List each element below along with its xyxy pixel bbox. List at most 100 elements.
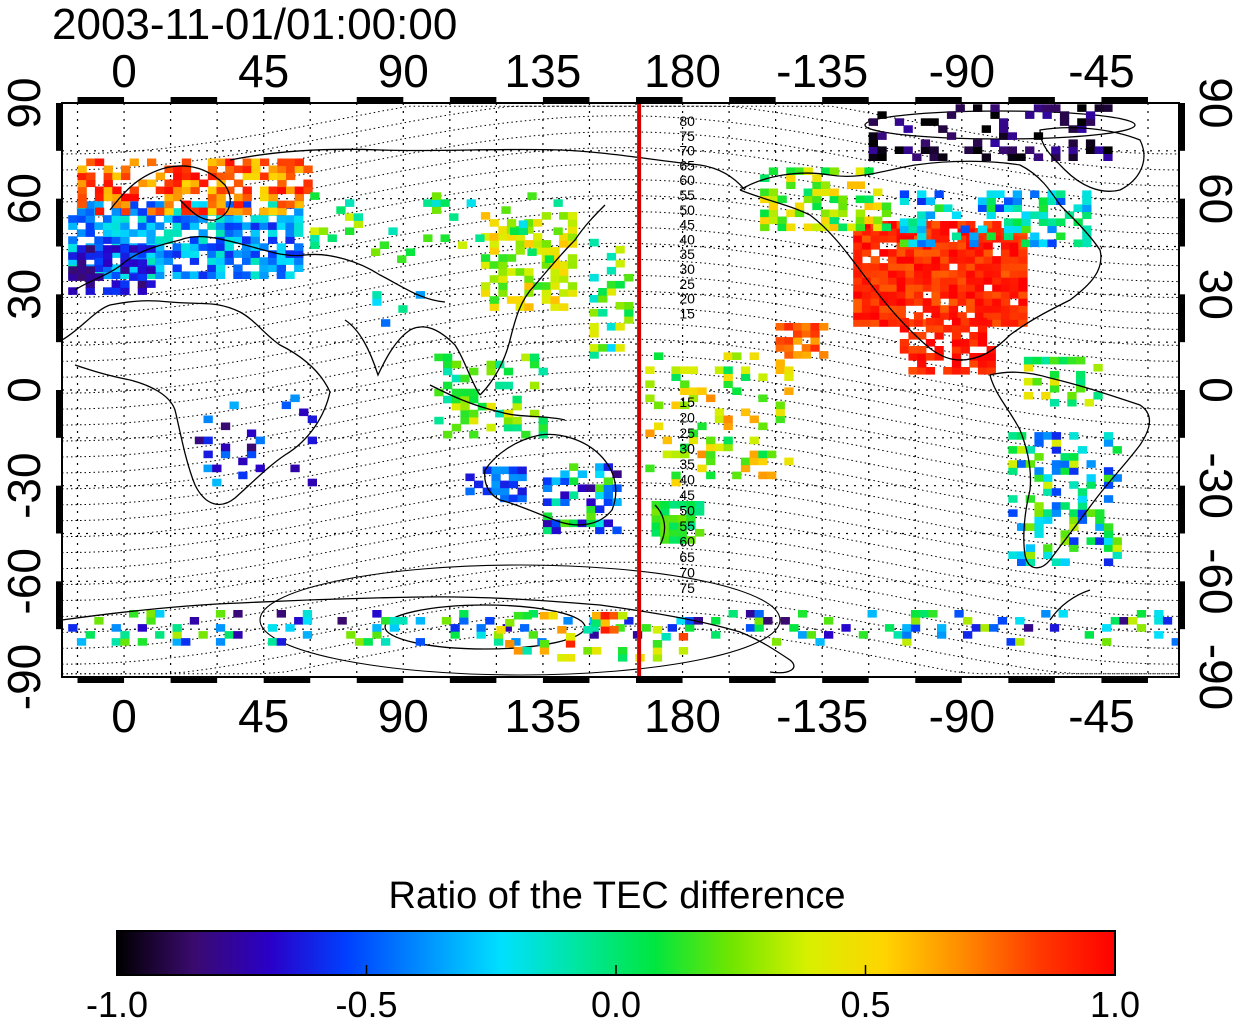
tec-cell: [268, 229, 278, 237]
tec-cell: [498, 226, 508, 234]
tec-cell: [934, 317, 944, 326]
tec-cell: [922, 277, 932, 285]
tec-cell: [307, 478, 317, 487]
tec-cell: [567, 254, 578, 262]
tec-cell: [677, 501, 687, 509]
tec-cell: [861, 249, 872, 257]
tec-cell: [934, 190, 944, 198]
tec-cell: [1021, 225, 1031, 234]
tec-cell: [474, 480, 484, 489]
tec-cell: [521, 430, 531, 439]
tec-cell: [94, 250, 104, 258]
tec-cell: [1068, 153, 1078, 161]
north-contour-label: 30: [679, 261, 695, 277]
tec-cell: [489, 303, 499, 311]
tec-cell: [251, 172, 261, 181]
tec-cell: [879, 277, 889, 285]
tec-cell: [917, 190, 927, 198]
tec-cell: [294, 264, 304, 272]
tec-cell: [899, 317, 910, 326]
coast-east-asia: [479, 204, 606, 396]
tec-cell: [1051, 558, 1062, 566]
tec-cell: [758, 457, 768, 466]
tec-cell: [1103, 495, 1114, 503]
tec-cell: [512, 416, 522, 425]
tec-cell: [198, 271, 208, 279]
tec-cell: [706, 471, 716, 480]
tec-cell: [496, 626, 506, 634]
tec-cell: [651, 515, 661, 523]
tec-cell: [1082, 211, 1092, 219]
tec-cell: [111, 287, 121, 295]
bottom-lon-tick-label: -135: [776, 690, 868, 742]
tec-cell: [522, 647, 532, 655]
tec-cell: [515, 268, 525, 276]
tec-cell: [855, 209, 865, 218]
tec-cell: [137, 208, 147, 216]
tec-cell: [501, 206, 511, 214]
tec-cell: [879, 228, 889, 236]
tec-cell: [888, 305, 898, 313]
tec-cell: [1018, 270, 1028, 278]
tec-cell: [511, 638, 521, 646]
tec-cell: [917, 218, 927, 226]
tec-cell: [1034, 453, 1044, 461]
tec-cell: [146, 271, 156, 279]
tec-cell: [567, 240, 578, 248]
tec-cell: [686, 501, 696, 509]
tec-cell: [544, 255, 555, 263]
tec-cell: [870, 277, 880, 285]
tec-cell: [893, 631, 903, 639]
tec-cell: [920, 146, 931, 154]
tec-cell: [1077, 118, 1087, 126]
tec-cell: [522, 611, 532, 620]
bottom-frame-segment: [822, 677, 869, 683]
tec-cell: [888, 270, 898, 278]
tec-cell: [603, 498, 613, 506]
tec-cell: [198, 201, 208, 209]
top-lon-tick-label: 180: [644, 45, 721, 97]
tec-cell: [539, 611, 550, 620]
tec-cell: [612, 526, 622, 535]
tec-cell: [966, 291, 976, 299]
tec-cell: [299, 408, 309, 417]
tec-cell: [1060, 460, 1070, 468]
tec-cell: [302, 631, 313, 639]
tec-cell: [983, 277, 993, 285]
tec-cell: [181, 250, 191, 258]
tec-cell: [603, 477, 613, 485]
tec-cell: [1038, 239, 1049, 248]
tec-cell: [784, 344, 794, 352]
tec-cell: [768, 216, 779, 225]
tec-cell: [1042, 104, 1052, 112]
tec-cell: [977, 197, 988, 205]
tec-cell: [1015, 617, 1025, 625]
tec-cell: [870, 298, 880, 306]
south-contour-label: 35: [679, 456, 695, 472]
tec-cell: [943, 367, 953, 375]
tec-cell: [589, 273, 599, 282]
tec-cell: [786, 167, 796, 175]
tec-cell: [695, 501, 705, 509]
north-contour-label: 50: [679, 202, 695, 218]
coast-greenland: [1039, 127, 1145, 192]
tec-cell: [405, 248, 416, 256]
coast-new-zealand: [654, 504, 666, 546]
tec-cell: [172, 222, 182, 230]
tec-cell: [1018, 298, 1028, 306]
tec-cell: [598, 309, 608, 317]
tec-cell: [515, 240, 525, 248]
tec-cell: [1077, 125, 1087, 133]
tec-cell: [482, 466, 492, 475]
tec-cell: [302, 610, 313, 618]
tec-cell: [754, 624, 764, 632]
south-contour-label: 70: [679, 565, 695, 581]
tec-cell: [1034, 439, 1044, 447]
north-contour-label: 65: [679, 157, 695, 173]
tec-cell: [103, 271, 113, 279]
tec-cell: [310, 192, 320, 200]
tec-cell: [777, 223, 787, 232]
tec-cell: [1093, 391, 1103, 400]
tec-cell: [810, 330, 820, 338]
tec-cell: [203, 436, 213, 445]
